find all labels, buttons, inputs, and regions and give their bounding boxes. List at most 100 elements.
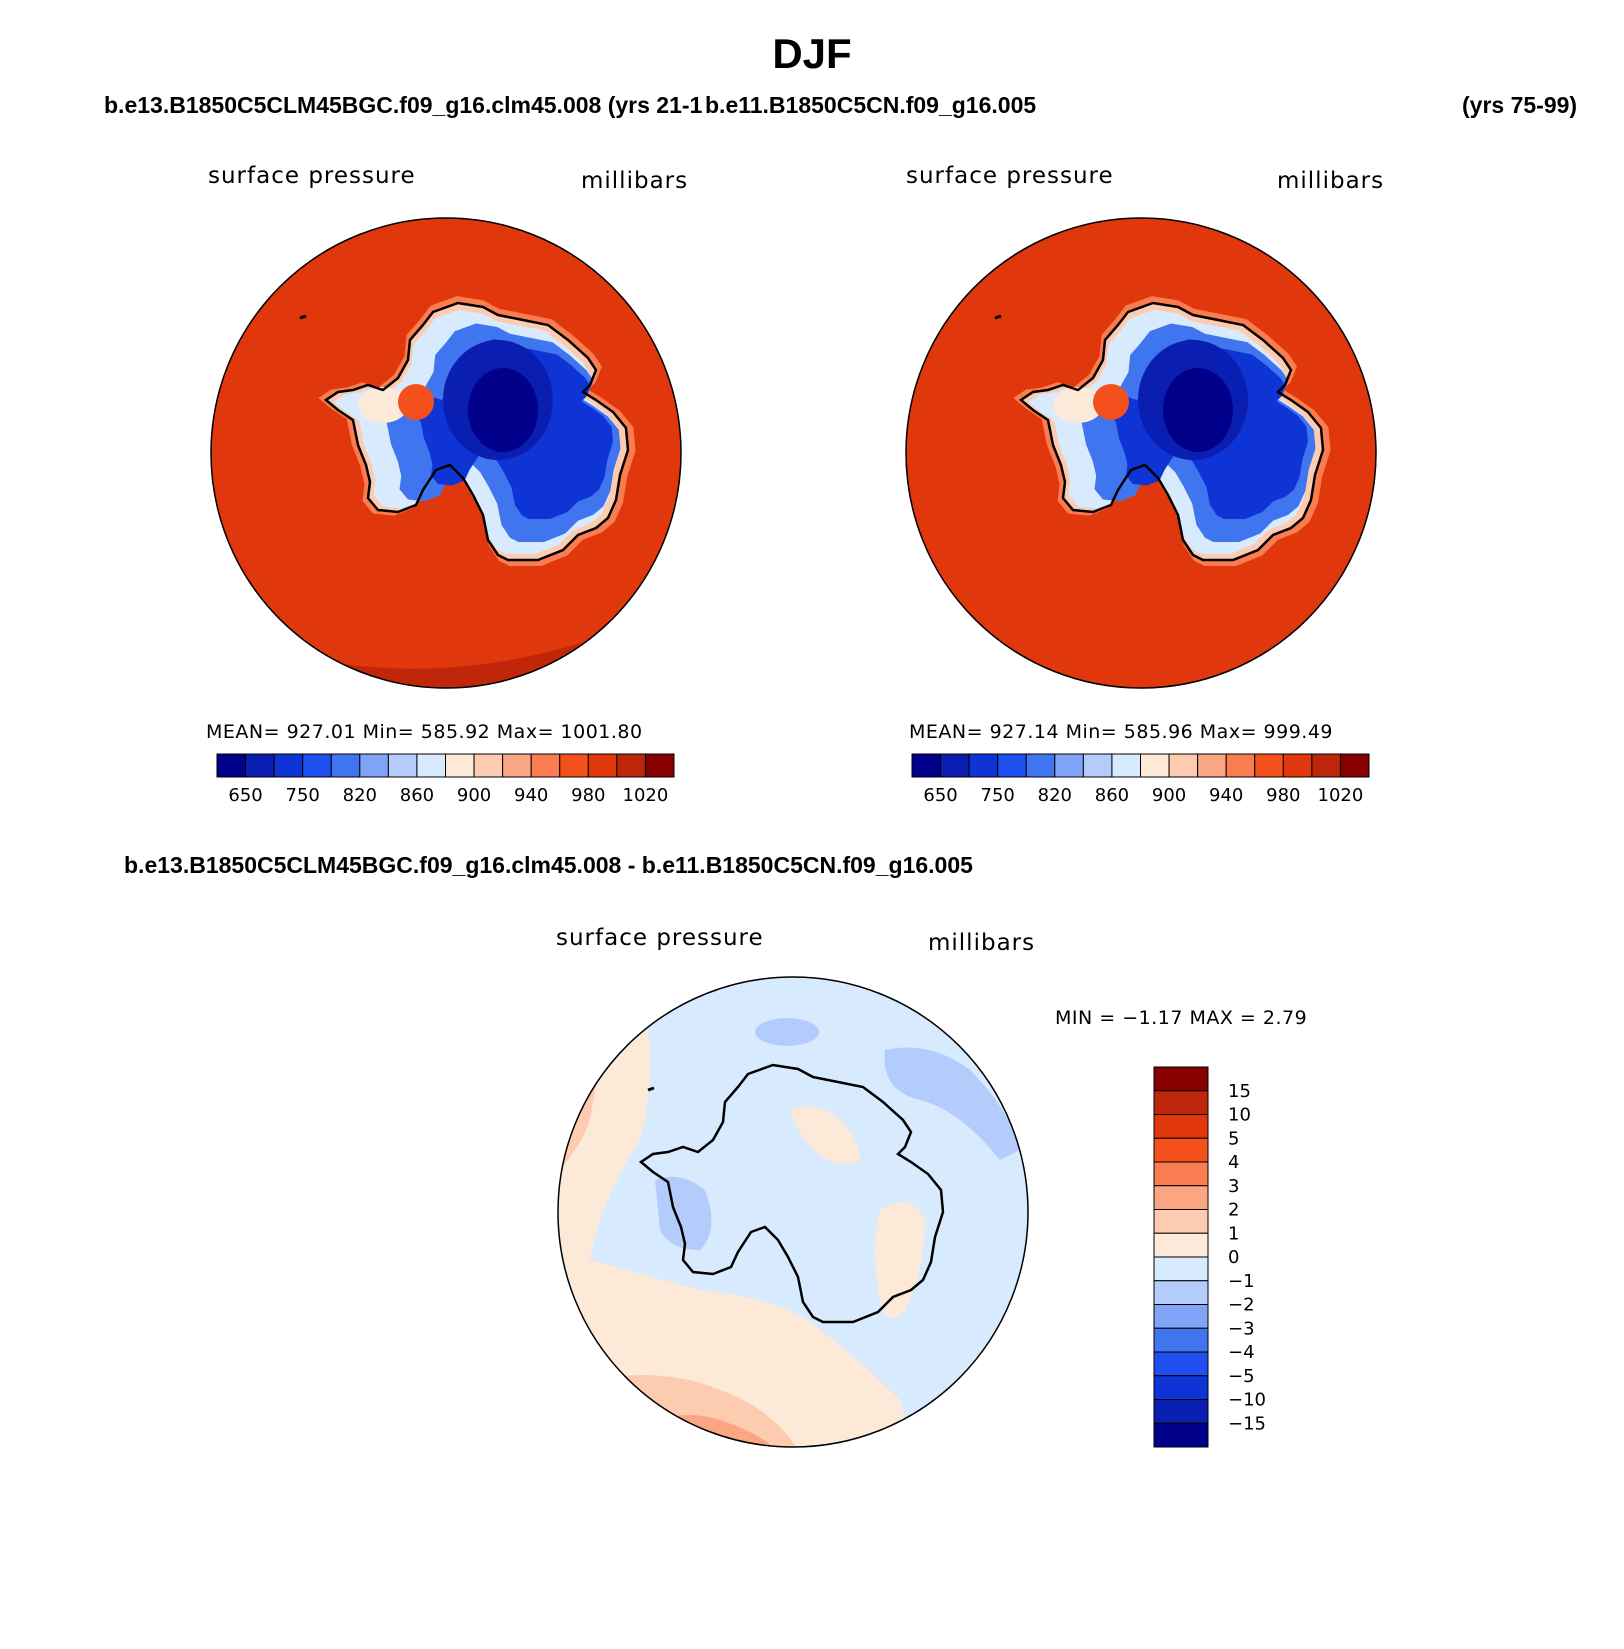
colorbar-diff-tick-label: −2 xyxy=(1228,1295,1255,1316)
colorbar-diff-swatch xyxy=(1153,1280,1209,1305)
colorbar-diff-swatch xyxy=(1153,1375,1209,1400)
colorbar-diff-tick-label: 3 xyxy=(1228,1176,1239,1197)
colorbar-diff-tick-label: 4 xyxy=(1228,1152,1239,1173)
colorbar-diff-tick-label: 1 xyxy=(1228,1223,1239,1244)
colorbar-panel1-tick-label: 820 xyxy=(343,785,377,806)
colorbar-panel2-tick-label: 750 xyxy=(981,785,1015,806)
colorbar-panel1-swatch xyxy=(559,753,589,778)
colorbar-panel2-swatch xyxy=(1311,753,1341,778)
colorbar-panel1-swatch xyxy=(530,753,561,778)
diff-minmax: MIN = −1.17 MAX = 2.79 xyxy=(1055,1007,1308,1029)
colorbar-panel2-swatch xyxy=(1339,753,1370,778)
colorbar-diff-tick-label: −3 xyxy=(1228,1318,1255,1339)
colorbar-diff-tick-label: 2 xyxy=(1228,1200,1239,1221)
colorbar-diff-swatch xyxy=(1153,1399,1209,1424)
colorbar-panel1-tick-label: 940 xyxy=(514,785,548,806)
colorbar-panel1-swatch xyxy=(245,753,275,778)
colorbar-panel1-swatch xyxy=(644,753,675,778)
colorbar-panel2: 650 750 820 860 900 940 980 1020 xyxy=(911,753,1370,806)
colorbar-diff-swatch xyxy=(1153,1422,1209,1448)
diff-units: millibars xyxy=(928,930,1036,956)
colorbar-diff-tick-label: 10 xyxy=(1228,1105,1251,1126)
case2-label: b.e11.B1850C5CN.f09_g16.005 xyxy=(705,92,1037,118)
colorbar-diff-swatch xyxy=(1153,1185,1209,1210)
colorbar-diff-tick-label: 15 xyxy=(1228,1081,1251,1102)
colorbar-panel2-tick-label: 820 xyxy=(1038,785,1072,806)
colorbar-panel1-swatch xyxy=(387,753,418,778)
colorbar-panel1: 650 750 820 860 900 940 980 1020 xyxy=(216,753,675,806)
panel2-map xyxy=(905,217,1377,689)
colorbar-panel2-tick-label: 940 xyxy=(1209,785,1243,806)
colorbar-diff-swatch xyxy=(1153,1090,1209,1115)
colorbar-diff-swatch xyxy=(1153,1327,1209,1353)
colorbar-diff-swatch xyxy=(1153,1066,1209,1092)
page-title: DJF xyxy=(772,30,852,77)
diff-title: b.e13.B1850C5CLM45BGC.f09_g16.clm45.008 … xyxy=(124,852,973,878)
panel2-variable: surface pressure xyxy=(906,163,1114,189)
colorbar-panel1-swatch xyxy=(416,753,446,778)
colorbar-panel2-swatch xyxy=(1197,753,1227,778)
colorbar-diff-tick-label: −10 xyxy=(1228,1390,1266,1411)
diff-map xyxy=(557,976,1029,1448)
colorbar-panel1-tick-label: 980 xyxy=(571,785,605,806)
colorbar-panel2-swatch xyxy=(940,753,970,778)
colorbar-diff-tick-label: −5 xyxy=(1228,1366,1255,1387)
colorbar-diff-swatch xyxy=(1153,1209,1209,1234)
colorbar-diff-swatch xyxy=(1153,1256,1209,1282)
colorbar-panel1-swatch xyxy=(445,753,475,778)
colorbar-panel2-tick-label: 860 xyxy=(1095,785,1129,806)
colorbar-panel1-swatch xyxy=(216,753,247,778)
colorbar-panel2-swatch xyxy=(968,753,999,778)
colorbar-panel2-swatch xyxy=(911,753,942,778)
colorbar-panel2-swatch xyxy=(1111,753,1141,778)
colorbar-diff-swatch xyxy=(1153,1114,1209,1139)
colorbar-diff-swatch xyxy=(1153,1232,1209,1258)
colorbar-panel2-swatch xyxy=(1140,753,1170,778)
colorbar-panel2-tick-label: 980 xyxy=(1266,785,1300,806)
colorbar-panel1-swatch xyxy=(587,753,618,778)
colorbar-diff-swatch xyxy=(1153,1351,1209,1377)
colorbar-panel1-swatch xyxy=(330,753,361,778)
colorbar-panel1-tick-label: 750 xyxy=(286,785,320,806)
colorbar-panel2-swatch xyxy=(1225,753,1256,778)
colorbar-diff-tick-label: −1 xyxy=(1228,1271,1255,1292)
colorbar-diff-tick-label: −15 xyxy=(1228,1413,1266,1434)
panel1-units: millibars xyxy=(581,168,689,194)
colorbar-panel1-tick-label: 900 xyxy=(457,785,491,806)
panel1-map xyxy=(210,217,682,689)
colorbar-panel1-tick-label: 650 xyxy=(228,785,262,806)
colorbar-diff-tick-label: 0 xyxy=(1228,1247,1239,1268)
colorbar-diff-tick-label: 5 xyxy=(1228,1128,1239,1149)
colorbar-panel1-swatch xyxy=(302,753,332,778)
colorbar-panel1-swatch xyxy=(359,753,389,778)
colorbar-panel1-tick-label: 1020 xyxy=(623,785,669,806)
diff-variable: surface pressure xyxy=(556,925,764,951)
colorbar-panel2-swatch xyxy=(1168,753,1199,778)
colorbar-panel2-tick-label: 900 xyxy=(1152,785,1186,806)
panel2-units: millibars xyxy=(1277,168,1385,194)
colorbar-diff-swatch xyxy=(1153,1161,1209,1187)
colorbar-panel2-swatch xyxy=(1254,753,1284,778)
colorbar-panel1-swatch xyxy=(473,753,504,778)
panel1-stats: MEAN= 927.01 Min= 585.92 Max= 1001.80 xyxy=(206,721,643,743)
colorbar-panel1-swatch xyxy=(616,753,646,778)
colorbar-panel2-swatch xyxy=(1054,753,1084,778)
panel1-variable: surface pressure xyxy=(208,163,416,189)
colorbar-diff-swatch xyxy=(1153,1304,1209,1329)
colorbar-panel1-swatch xyxy=(502,753,532,778)
colorbar-diff-tick-label: −4 xyxy=(1228,1342,1255,1363)
case2-years: (yrs 75-99) xyxy=(1462,92,1578,118)
colorbar-panel2-tick-label: 650 xyxy=(923,785,957,806)
panel2-stats: MEAN= 927.14 Min= 585.96 Max= 999.49 xyxy=(909,721,1334,743)
colorbar-panel2-swatch xyxy=(1025,753,1056,778)
colorbar-panel2-swatch xyxy=(1082,753,1113,778)
colorbar-panel2-swatch xyxy=(997,753,1027,778)
colorbar-diff-swatch xyxy=(1153,1137,1209,1163)
colorbar-panel1-swatch xyxy=(273,753,304,778)
case1-label: b.e13.B1850C5CLM45BGC.f09_g16.clm45.008 … xyxy=(104,92,703,118)
colorbar-panel1-tick-label: 860 xyxy=(400,785,434,806)
colorbar-panel2-swatch xyxy=(1282,753,1313,778)
colorbar-panel2-tick-label: 1020 xyxy=(1318,785,1364,806)
